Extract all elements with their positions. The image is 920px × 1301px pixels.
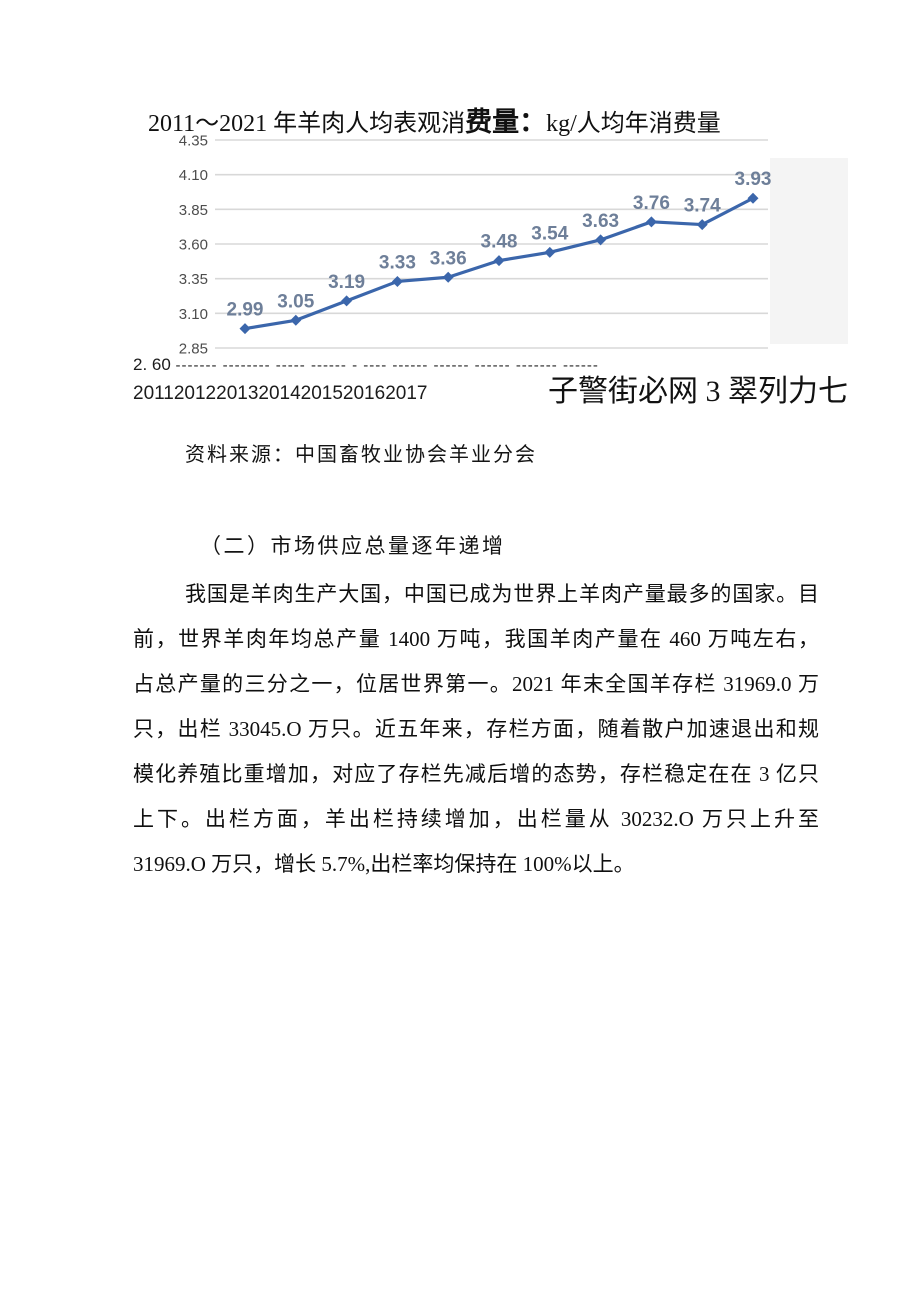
data-point-marker: [290, 314, 302, 326]
paragraph-line: 占总产量的三分之一，位居世界第一。2021 年末全国羊存栏 31969.0 万: [133, 672, 819, 696]
data-point-label: 3.48: [481, 232, 518, 253]
paragraph-line: 前，世界羊肉年均总产量 1400 万吨，我国羊肉产量在 460 万吨左右，: [133, 627, 819, 651]
data-point-label: 3.74: [684, 196, 721, 217]
chart-title-suffix: kg/人均年消费量: [546, 111, 721, 137]
data-point-marker: [747, 192, 759, 204]
consumption-line-chart-svg: 4.35 4.10 3.85 3.60 3.35 3.10 2.85 2.99 3.05 3.19…: [179, 133, 848, 358]
paragraph-line: 只，出栏 33045.O 万只。近五年来，存栏方面，随着散户加速退出和规: [133, 717, 819, 741]
data-point-label: 3.33: [379, 252, 416, 273]
data-point-label: 3.05: [277, 291, 314, 312]
y-axis-tick-label: 3.60: [179, 237, 208, 254]
data-point-marker: [696, 219, 708, 231]
baseline-value-label: 2. 60: [133, 355, 171, 374]
data-point-marker: [645, 216, 657, 228]
data-point-marker: [493, 255, 505, 267]
y-axis-tick-label: 4.10: [179, 167, 208, 184]
chart-title-prefix: 2011～2021 年羊肉人均表观消: [148, 111, 466, 137]
section-heading: （二）市场供应总量逐年递增: [200, 534, 506, 558]
data-point-marker: [442, 271, 454, 283]
data-point-marker: [544, 246, 556, 258]
body-paragraph: 我国是羊肉生产大国，中国已成为世界上羊肉产量最多的国家。目 前，世界羊肉年均总产…: [133, 572, 819, 887]
chart-title-bold: 费量：: [465, 107, 547, 137]
scan-shade-band: [770, 158, 848, 344]
data-point-label: 3.93: [735, 169, 772, 190]
data-point-marker: [341, 295, 353, 307]
data-point-label: 2.99: [227, 300, 264, 321]
paragraph-line: 模化养殖比重增加，对应了存栏先减后增的态势，存栏稳定在在 3 亿只: [133, 762, 819, 786]
data-point-label: 3.76: [633, 193, 670, 214]
y-axis-tick-label: 2.85: [179, 341, 208, 358]
y-axis-tick-label: 3.35: [179, 271, 208, 288]
data-source-note: 资料来源：中国畜牧业协会羊业分会: [185, 444, 537, 466]
y-axis-tick-label: 3.10: [179, 306, 208, 323]
x-axis-year-labels: 2011201220132014201520162017: [133, 383, 428, 404]
y-axis-tick-label: 3.85: [179, 202, 208, 219]
data-point-label: 3.19: [328, 272, 365, 293]
data-point-label: 3.54: [531, 223, 568, 244]
data-point-marker: [239, 323, 251, 335]
baseline-dashes: ------- -------- ----- ------ - ---- ---…: [175, 357, 599, 374]
data-point-label: 3.63: [582, 211, 619, 232]
data-point-marker: [595, 234, 607, 246]
paragraph-line: 我国是羊肉生产大国，中国已成为世界上羊肉产量最多的国家。目: [185, 582, 819, 606]
data-point-label: 3.36: [430, 248, 467, 269]
data-point-marker: [391, 275, 403, 287]
paragraph-line: 31969.O 万只，增长 5.7%,出栏率均保持在 100%以上。: [133, 852, 635, 876]
ocr-artifact-text: 子警街必网 3 翠列力七: [548, 375, 848, 408]
y-axis-tick-label: 4.35: [179, 133, 208, 150]
paragraph-line: 上下。出栏方面，羊出栏持续增加，出栏量从 30232.O 万只上升至: [133, 807, 819, 831]
chart-baseline-axis: 2. 60 ------- -------- ----- ------ - --…: [133, 355, 599, 375]
consumption-line-chart: 4.35 4.10 3.85 3.60 3.35 3.10 2.85 2.99 3.05 3.19…: [170, 130, 870, 366]
chart-title: 2011～2021 年羊肉人均表观消费量：kg/人均年消费量: [148, 100, 721, 139]
